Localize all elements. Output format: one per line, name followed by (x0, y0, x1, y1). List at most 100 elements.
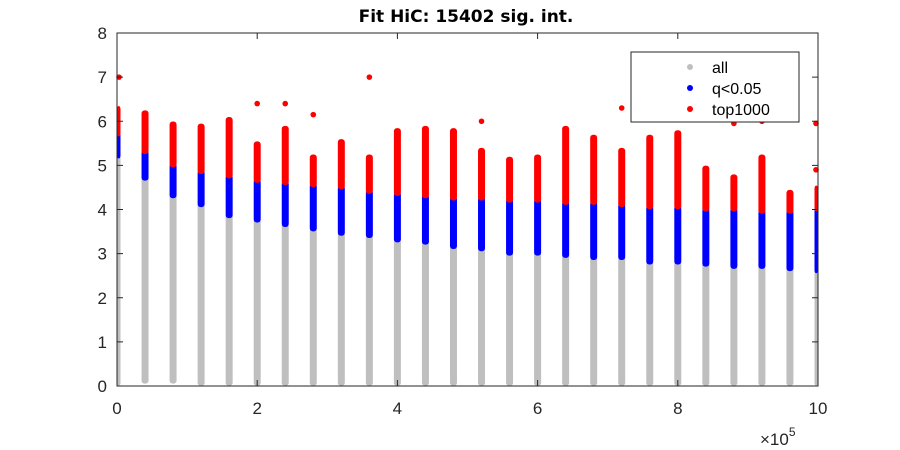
x-exponent-power: 5 (789, 425, 796, 439)
point-column (337, 185, 345, 236)
point-column (449, 245, 457, 386)
point-column (141, 150, 149, 181)
outlier-point (813, 120, 819, 127)
point-column (169, 163, 177, 199)
point-column (141, 110, 149, 155)
x-tick-label: 8 (673, 399, 682, 418)
outlier-point (813, 166, 819, 173)
y-tick-label: 6 (98, 112, 107, 131)
outlier-point (282, 100, 289, 107)
legend-label: all (712, 60, 728, 77)
point-column (786, 267, 794, 386)
point-column (117, 132, 121, 159)
x-exponent-label: ×105 (760, 425, 796, 449)
point-column (478, 147, 486, 201)
point-column (534, 154, 542, 203)
y-tick-label: 7 (98, 68, 107, 87)
point-column (814, 185, 818, 212)
point-column (646, 260, 654, 386)
point-column (702, 165, 710, 212)
point-column (814, 269, 818, 386)
point-column (281, 181, 289, 227)
point-column (506, 156, 514, 203)
x-tick-label: 10 (809, 399, 828, 418)
x-exponent-base: ×10 (760, 430, 789, 449)
series-q-0-05 (117, 132, 818, 274)
point-column (365, 189, 373, 238)
point-column (674, 205, 682, 265)
y-tick-label: 5 (98, 156, 107, 175)
legend-marker (687, 106, 693, 112)
point-column (309, 154, 317, 188)
outlier-point (478, 118, 485, 125)
point-column (758, 264, 766, 386)
point-column (562, 125, 570, 205)
outlier-point (254, 100, 260, 107)
point-column (449, 128, 457, 201)
point-column (646, 205, 654, 265)
point-column (309, 183, 317, 232)
point-column (758, 154, 766, 214)
point-column (169, 194, 177, 384)
point-column (197, 203, 205, 386)
point-column (562, 200, 570, 258)
y-tick-label: 2 (98, 289, 107, 308)
legend-label: q<0.05 (712, 81, 761, 98)
point-column (506, 251, 514, 386)
point-column (421, 194, 429, 245)
x-tick-label: 4 (393, 399, 402, 418)
point-column (814, 207, 818, 274)
y-tick-label: 3 (98, 245, 107, 264)
point-column (730, 264, 738, 386)
point-column (618, 256, 626, 386)
point-column (618, 203, 626, 261)
legend-marker (687, 85, 693, 91)
point-column (646, 134, 654, 210)
point-column (365, 233, 373, 386)
point-column (141, 176, 149, 384)
point-column (618, 147, 626, 208)
outlier-point (310, 111, 317, 118)
point-column (590, 256, 598, 386)
point-column (478, 196, 486, 252)
y-tick-label: 1 (98, 333, 107, 352)
point-column (281, 222, 289, 386)
point-column (393, 128, 401, 197)
point-column (562, 253, 570, 386)
point-column (225, 174, 233, 219)
point-column (169, 121, 177, 168)
point-column (449, 196, 457, 250)
point-column (534, 251, 542, 386)
y-tick-label: 8 (98, 24, 107, 43)
point-column (421, 240, 429, 386)
point-column (702, 262, 710, 386)
x-tick-label: 6 (533, 399, 542, 418)
y-tick-label: 4 (98, 201, 107, 220)
point-column (590, 200, 598, 261)
point-column (730, 174, 738, 212)
x-tick-label: 0 (112, 399, 121, 418)
point-column (309, 227, 317, 386)
series-all (117, 154, 818, 386)
point-column (674, 130, 682, 210)
point-column (786, 189, 794, 214)
point-column (337, 139, 345, 190)
point-column (225, 117, 233, 179)
point-column (197, 123, 205, 174)
x-tick-label: 2 (252, 399, 261, 418)
point-column (702, 207, 710, 267)
point-column (758, 209, 766, 269)
point-column (534, 198, 542, 256)
point-column (730, 207, 738, 269)
point-column (786, 209, 794, 272)
legend-label: top1000 (712, 102, 770, 119)
legend: all q<0.05 top1000 (630, 51, 800, 123)
point-column (197, 169, 205, 208)
point-column (393, 238, 401, 386)
legend-marker (687, 64, 693, 70)
point-column (506, 198, 514, 256)
point-column (253, 141, 261, 183)
point-column (253, 218, 261, 386)
outlier-point (618, 105, 625, 111)
